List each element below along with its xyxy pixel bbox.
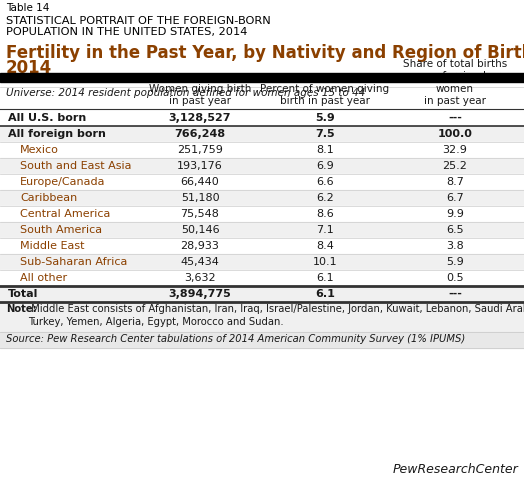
- Text: 75,548: 75,548: [181, 209, 220, 219]
- Text: Percent of women giving
birth in past year: Percent of women giving birth in past ye…: [260, 84, 389, 106]
- Bar: [0, 142, 524, 158]
- Text: 5.9: 5.9: [315, 113, 335, 123]
- Text: 3,632: 3,632: [184, 273, 216, 283]
- Text: 7.5: 7.5: [315, 129, 335, 139]
- Text: 5.9: 5.9: [446, 257, 464, 267]
- Text: 6.7: 6.7: [446, 193, 464, 203]
- Text: 100.0: 100.0: [438, 129, 473, 139]
- Text: All foreign born: All foreign born: [8, 129, 106, 139]
- Text: 50,146: 50,146: [181, 225, 220, 235]
- Bar: [0, 174, 524, 190]
- Text: South and East Asia: South and East Asia: [20, 161, 132, 171]
- Text: 6.6: 6.6: [316, 177, 334, 187]
- Text: All U.S. born: All U.S. born: [8, 113, 86, 123]
- Text: 66,440: 66,440: [181, 177, 220, 187]
- Text: 32.9: 32.9: [443, 145, 467, 155]
- Text: 6.1: 6.1: [316, 273, 334, 283]
- Text: 3.8: 3.8: [446, 241, 464, 251]
- Text: 7.1: 7.1: [316, 225, 334, 235]
- Text: Fertility in the Past Year, by Nativity and Region of Birth:: Fertility in the Past Year, by Nativity …: [6, 44, 524, 62]
- Text: 3,128,527: 3,128,527: [169, 113, 231, 123]
- Bar: [0, 126, 524, 142]
- Text: 8.4: 8.4: [316, 241, 334, 251]
- Text: Source: Pew Research Center tabulations of 2014 American Community Survey (1% IP: Source: Pew Research Center tabulations …: [6, 334, 465, 344]
- Text: Sub-Saharan Africa: Sub-Saharan Africa: [20, 257, 127, 267]
- Text: 8.6: 8.6: [316, 209, 334, 219]
- Text: 9.9: 9.9: [446, 209, 464, 219]
- Text: 6.9: 6.9: [316, 161, 334, 171]
- Text: 6.2: 6.2: [316, 193, 334, 203]
- Text: Table 14: Table 14: [6, 3, 49, 13]
- Text: 251,759: 251,759: [177, 145, 223, 155]
- Text: 766,248: 766,248: [174, 129, 225, 139]
- Text: 193,176: 193,176: [177, 161, 223, 171]
- Bar: [0, 286, 524, 302]
- Text: 0.5: 0.5: [446, 273, 464, 283]
- Bar: [0, 222, 524, 238]
- Text: Middle East: Middle East: [20, 241, 84, 251]
- Text: 3,894,775: 3,894,775: [169, 289, 232, 299]
- Text: Universe: 2014 resident population defined for women ages 15 to 44: Universe: 2014 resident population defin…: [6, 88, 365, 98]
- Text: 45,434: 45,434: [181, 257, 220, 267]
- Bar: [0, 238, 524, 254]
- Text: 25.2: 25.2: [443, 161, 467, 171]
- Text: 6.5: 6.5: [446, 225, 464, 235]
- Text: 2014: 2014: [6, 59, 52, 77]
- Text: STATISTICAL PORTRAIT OF THE FOREIGN-BORN: STATISTICAL PORTRAIT OF THE FOREIGN-BORN: [6, 16, 271, 26]
- Bar: [0, 206, 524, 222]
- Bar: [0, 73, 524, 82]
- Text: Total: Total: [8, 289, 38, 299]
- Bar: [0, 158, 524, 174]
- Bar: [0, 332, 524, 348]
- Text: Share of total births
among foreign-born
women
in past year: Share of total births among foreign-born…: [403, 59, 507, 106]
- Text: 10.1: 10.1: [313, 257, 337, 267]
- Text: Note:: Note:: [6, 304, 37, 314]
- Text: 8.7: 8.7: [446, 177, 464, 187]
- Text: 51,180: 51,180: [181, 193, 220, 203]
- Bar: [0, 270, 524, 286]
- Text: Europe/Canada: Europe/Canada: [20, 177, 105, 187]
- Bar: [0, 110, 524, 126]
- Text: Caribbean: Caribbean: [20, 193, 77, 203]
- Text: ---: ---: [448, 289, 462, 299]
- Text: POPULATION IN THE UNITED STATES, 2014: POPULATION IN THE UNITED STATES, 2014: [6, 27, 247, 37]
- Text: 28,933: 28,933: [181, 241, 220, 251]
- Text: Women giving birth
in past year: Women giving birth in past year: [149, 84, 251, 106]
- Text: Middle East consists of Afghanistan, Iran, Iraq, Israel/Palestine, Jordan, Kuwai: Middle East consists of Afghanistan, Ira…: [28, 304, 524, 327]
- Bar: [0, 302, 524, 332]
- Bar: [0, 190, 524, 206]
- Text: 8.1: 8.1: [316, 145, 334, 155]
- Text: Mexico: Mexico: [20, 145, 59, 155]
- Bar: [0, 254, 524, 270]
- Text: All other: All other: [20, 273, 67, 283]
- Text: 6.1: 6.1: [315, 289, 335, 299]
- Text: ---: ---: [448, 113, 462, 123]
- Text: Central America: Central America: [20, 209, 111, 219]
- Text: PewResearchCenter: PewResearchCenter: [392, 463, 518, 476]
- Text: South America: South America: [20, 225, 102, 235]
